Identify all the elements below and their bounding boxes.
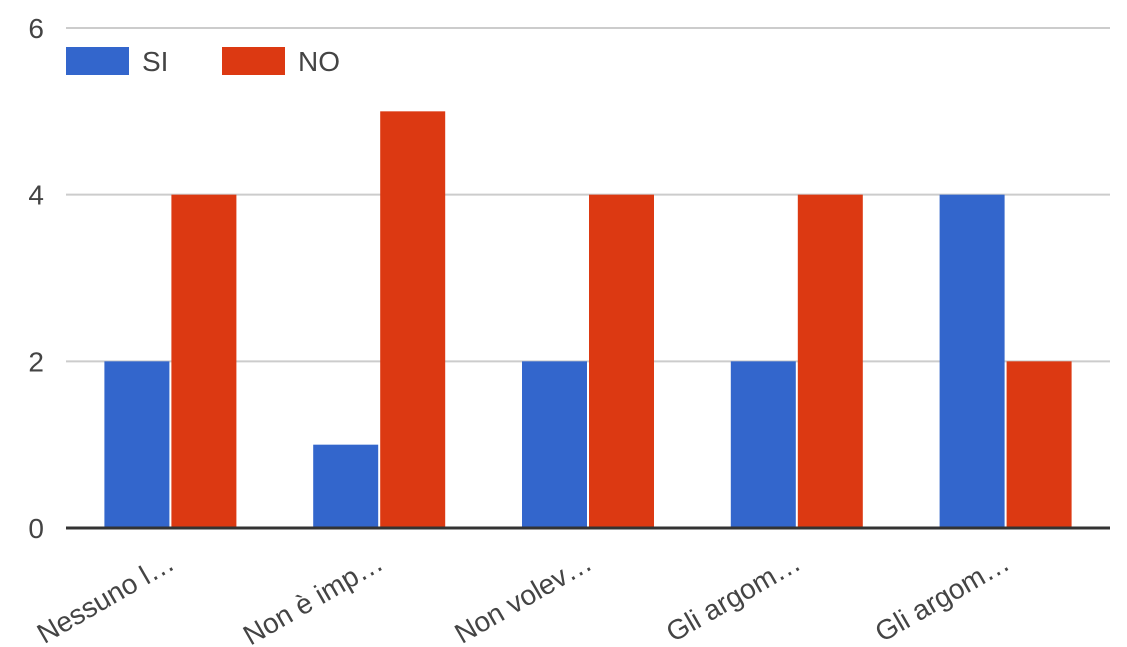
x-category-label: Nessuno l…: [32, 546, 180, 647]
legend: SI NO: [66, 46, 340, 77]
bar-si-3: [522, 361, 587, 528]
y-axis-ticks: 0 2 4 6: [28, 13, 44, 544]
bar-si-4: [731, 361, 796, 528]
x-category-label: Gli argom…: [870, 546, 1015, 647]
bar-no-5: [1007, 361, 1072, 528]
x-axis-labels: Nessuno l… Non è imp… Non volev… Gli argom……: [32, 546, 1015, 647]
x-category-label: Non è imp…: [238, 546, 388, 647]
bar-no-4: [798, 195, 863, 528]
legend-swatch-si: [66, 47, 129, 75]
x-category-label: Non volev…: [449, 546, 597, 647]
y-tick-label: 4: [28, 180, 44, 211]
y-tick-label: 6: [28, 13, 44, 44]
bar-si-1: [104, 361, 169, 528]
x-category-label: Gli argom…: [661, 546, 806, 647]
legend-label-si: SI: [142, 46, 168, 77]
bar-si-2: [313, 445, 378, 528]
bar-no-1: [171, 195, 236, 528]
y-tick-label: 2: [28, 346, 44, 377]
bar-no-3: [589, 195, 654, 528]
legend-label-no: NO: [298, 46, 340, 77]
bars: [104, 111, 1071, 528]
y-tick-label: 0: [28, 513, 44, 544]
bar-no-2: [380, 111, 445, 528]
legend-swatch-no: [222, 47, 285, 75]
bar-si-5: [940, 195, 1005, 528]
